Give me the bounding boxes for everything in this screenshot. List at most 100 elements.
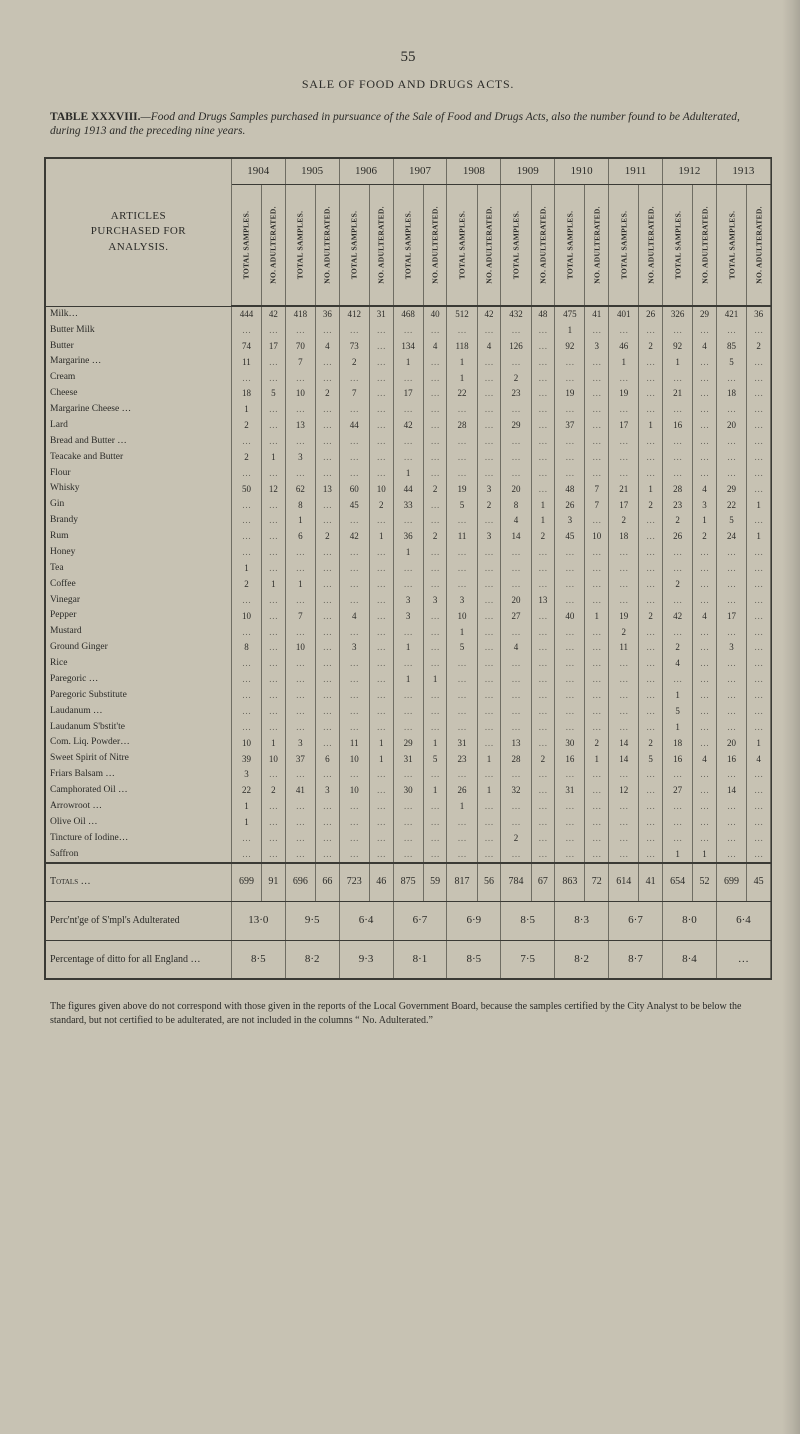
cell: 48: [531, 306, 555, 322]
cell: …: [316, 815, 340, 831]
article-label: Saffron: [46, 847, 231, 864]
cell: 31: [369, 306, 393, 322]
cell: 11: [339, 735, 369, 751]
cell: 468: [393, 306, 423, 322]
cell: …: [747, 418, 771, 434]
table-row: Saffron…………………………………………11……: [46, 847, 771, 864]
cell: …: [747, 672, 771, 688]
cell: 17: [393, 386, 423, 402]
cell: 1: [693, 513, 717, 529]
cell: …: [716, 799, 746, 815]
cell: …: [339, 656, 369, 672]
cell: 1: [393, 672, 423, 688]
articles-col-header-text: ARTICLES PURCHASED FOR ANALYSIS.: [91, 210, 186, 253]
cell: …: [555, 847, 585, 864]
table-row: Rice…………………………………………4………: [46, 656, 771, 672]
articles-col-header: ARTICLES PURCHASED FOR ANALYSIS.: [46, 159, 231, 307]
sub-ts: TOTAL SAMPLES.: [609, 185, 639, 307]
cell: 6: [285, 529, 315, 545]
cell: …: [339, 434, 369, 450]
cell: …: [716, 720, 746, 736]
table-row: Margarine Cheese …1…………………………………………………: [46, 402, 771, 418]
page: 55 SALE OF FOOD AND DRUGS ACTS. TABLE XX…: [0, 0, 800, 1434]
cell: …: [423, 608, 447, 624]
cell: …: [423, 815, 447, 831]
cell: …: [716, 402, 746, 418]
table-row: Arrowroot …1…………………1……………………………: [46, 799, 771, 815]
cell: 5: [423, 751, 447, 767]
table-row: Gin……8…45233…5281267172233221: [46, 497, 771, 513]
cell: 8·5: [231, 940, 285, 979]
cell: 1: [585, 751, 609, 767]
cell: 8·3: [555, 901, 609, 940]
cell: …: [555, 815, 585, 831]
cell: …: [477, 561, 501, 577]
cell: 4: [501, 640, 531, 656]
article-label: Cheese: [46, 386, 231, 402]
cell: …: [369, 323, 393, 339]
cell: …: [477, 767, 501, 783]
cell: …: [393, 688, 423, 704]
cell: …: [662, 767, 692, 783]
cell: 41: [285, 783, 315, 799]
cell: …: [369, 847, 393, 864]
cell: …: [693, 402, 717, 418]
cell: …: [555, 545, 585, 561]
cell: …: [716, 593, 746, 609]
table-row: Friars Balsam …3…………………………………………………: [46, 767, 771, 783]
cell: 401: [609, 306, 639, 322]
cell: …: [531, 481, 555, 497]
cell: …: [747, 402, 771, 418]
cell: 1: [693, 847, 717, 864]
cell: …: [639, 370, 663, 386]
cell: …: [639, 704, 663, 720]
cell: 18: [231, 386, 261, 402]
cell: …: [747, 608, 771, 624]
cell: …: [609, 450, 639, 466]
cell: 2: [662, 640, 692, 656]
cell: 817: [447, 863, 477, 901]
cell: 1: [662, 847, 692, 864]
cell: …: [585, 402, 609, 418]
cell: 31: [393, 751, 423, 767]
cell: 654: [662, 863, 692, 901]
cell: …: [369, 831, 393, 847]
cell: …: [693, 720, 717, 736]
article-label: Friars Balsam …: [46, 767, 231, 783]
cell: …: [285, 799, 315, 815]
cell: …: [609, 831, 639, 847]
cell: …: [423, 561, 447, 577]
vlabel-na: NO. ADULTERATED.: [700, 185, 709, 305]
cell: …: [316, 767, 340, 783]
cell: …: [585, 783, 609, 799]
cell: …: [339, 847, 369, 864]
cell: 2: [639, 339, 663, 355]
cell: 3: [231, 767, 261, 783]
cell: 19: [609, 386, 639, 402]
cell: …: [262, 815, 286, 831]
cell: …: [262, 513, 286, 529]
cell: …: [531, 815, 555, 831]
cell: …: [231, 831, 261, 847]
cell: …: [501, 561, 531, 577]
cell: 21: [662, 386, 692, 402]
cell: …: [339, 704, 369, 720]
cell: 444: [231, 306, 261, 322]
cell: …: [585, 624, 609, 640]
cell: …: [531, 831, 555, 847]
cell: …: [747, 481, 771, 497]
cell: …: [393, 577, 423, 593]
article-label: Milk…: [46, 306, 231, 322]
cell: …: [693, 354, 717, 370]
cell: 17: [716, 608, 746, 624]
cell: …: [316, 402, 340, 418]
cell: …: [693, 561, 717, 577]
cell: …: [693, 370, 717, 386]
cell: …: [423, 720, 447, 736]
cell: 5: [447, 497, 477, 513]
cell: 412: [339, 306, 369, 322]
cell: 2: [316, 529, 340, 545]
sub-na: NO. ADULTERATED.: [316, 185, 340, 307]
cell: 2: [501, 831, 531, 847]
cell: …: [609, 799, 639, 815]
